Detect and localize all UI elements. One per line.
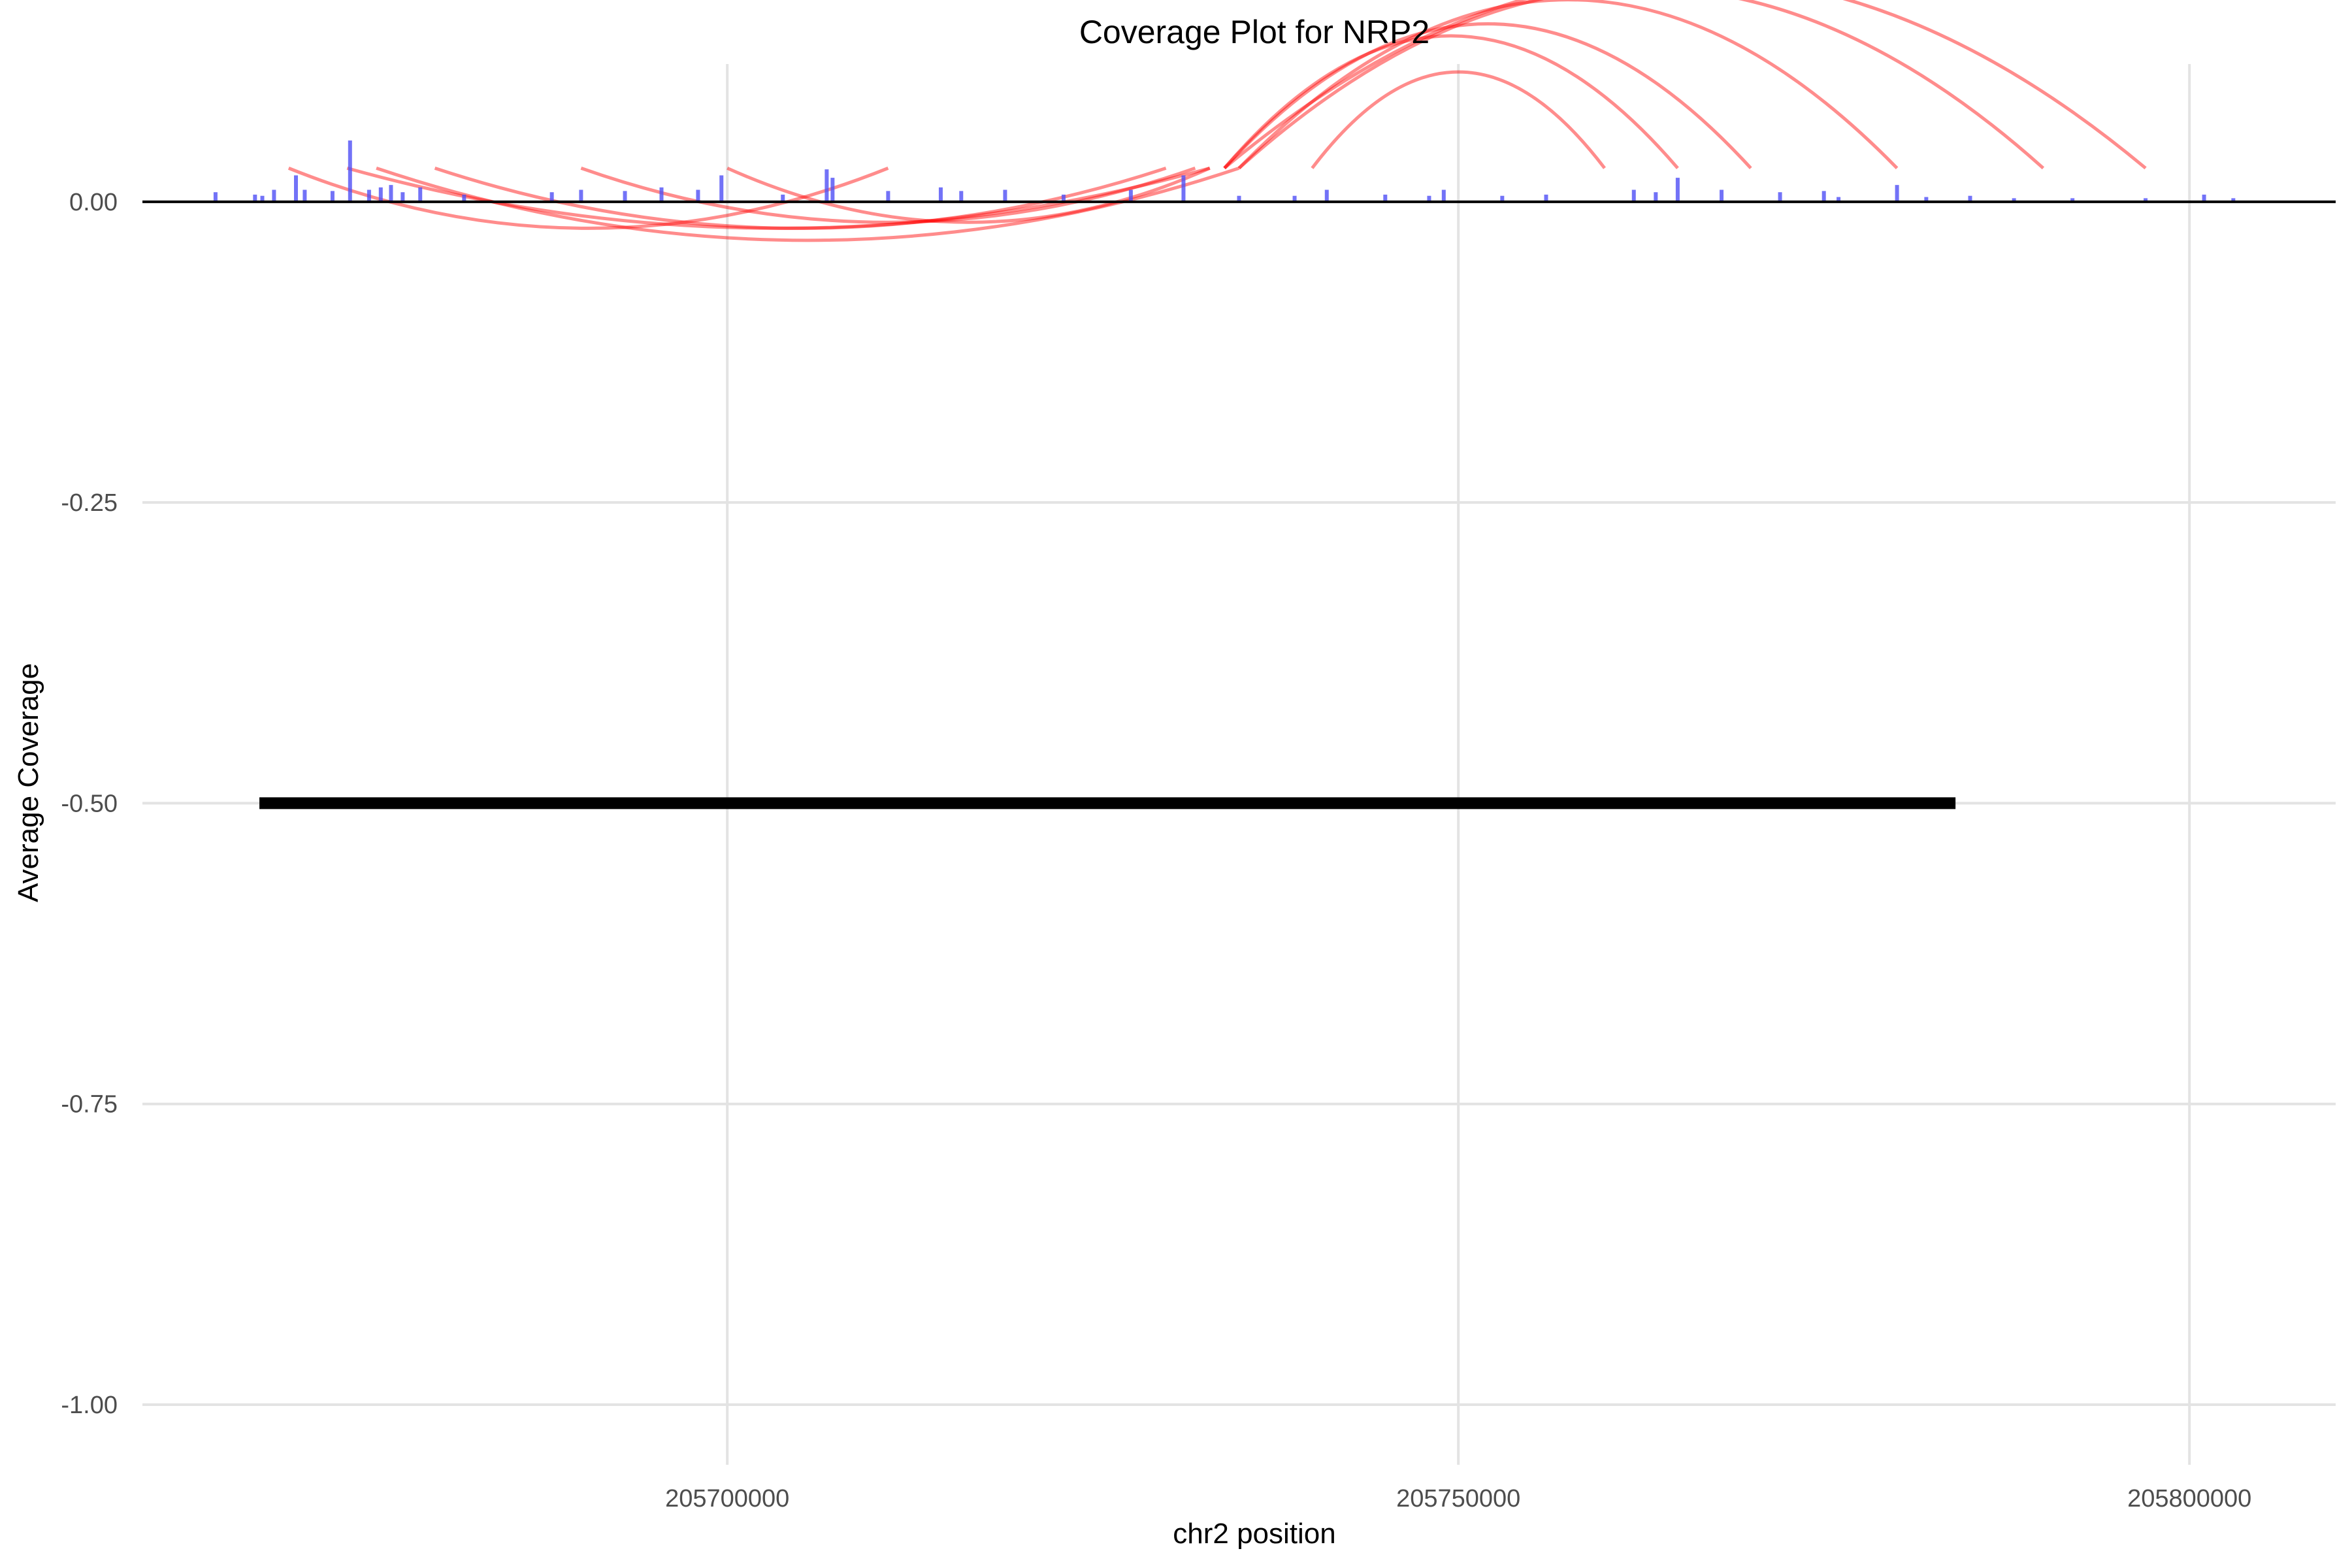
- coverage-bar: [348, 140, 352, 202]
- coverage-bar: [253, 194, 257, 202]
- chart-title: Coverage Plot for NRP2: [1079, 14, 1429, 50]
- junction-arc: [1237, 0, 2045, 170]
- coverage-bar: [579, 189, 583, 202]
- coverage-bar: [330, 191, 335, 202]
- coverage-bar: [293, 175, 298, 202]
- junction-arc: [727, 167, 1211, 224]
- coverage-bar: [367, 189, 371, 202]
- coverage-bar: [1895, 185, 1899, 202]
- coverage-bar: [959, 191, 964, 202]
- y-tick-label: -0.25: [61, 489, 118, 517]
- coverage-bar: [938, 187, 943, 202]
- y-axis-title: Average Coverage: [12, 663, 44, 902]
- junction-arc: [1223, 34, 1679, 170]
- coverage-bar: [623, 191, 627, 202]
- coverage-bar: [389, 185, 393, 202]
- coverage-bar: [1441, 189, 1446, 202]
- grid: [142, 64, 2336, 1465]
- coverage-bar: [549, 192, 554, 202]
- coverage-bar: [719, 175, 724, 202]
- coverage-bar: [2231, 198, 2236, 202]
- coverage-bar: [1968, 195, 1972, 202]
- junction-arc: [287, 167, 889, 230]
- junction-arc: [434, 166, 1167, 230]
- coverage-bar: [1003, 189, 1007, 202]
- coverage-bar: [378, 187, 383, 202]
- junction-arc: [1311, 70, 1606, 169]
- reference-lines: [142, 200, 2336, 809]
- coverage-bar: [2144, 198, 2148, 202]
- coverage-bar: [1778, 192, 1782, 202]
- x-tick-label: 205800000: [2127, 1485, 2251, 1512]
- coverage-bar: [400, 192, 405, 202]
- junction-arc: [1237, 0, 1899, 170]
- coverage-bar: [825, 169, 829, 202]
- coverage-bar: [1181, 175, 1186, 202]
- coverage-bars: [213, 140, 2236, 202]
- coverage-bar: [1128, 189, 1133, 202]
- coverage-bar: [2070, 198, 2075, 202]
- coverage-bar: [1292, 195, 1297, 202]
- coverage-bar: [1544, 194, 1548, 202]
- coverage-bar: [1061, 194, 1066, 202]
- coverage-bar: [302, 189, 307, 202]
- coverage-bar: [1324, 189, 1329, 202]
- junction-arcs: [287, 0, 2147, 242]
- junction-arc: [580, 167, 1196, 224]
- tick-labels: 205700000 205750000 205800000 0.00 -0.25 -0.5…: [61, 189, 2251, 1512]
- coverage-bar: [1500, 195, 1505, 202]
- y-tick-label: -0.75: [61, 1091, 118, 1119]
- x-tick-label: 205700000: [665, 1485, 789, 1512]
- coverage-bar: [1427, 195, 1431, 202]
- coverage-bar: [1837, 197, 1841, 202]
- coverage-bar: [272, 189, 276, 202]
- coverage-bar: [1675, 178, 1680, 202]
- y-tick-label: -1.00: [61, 1392, 118, 1419]
- coverage-bar: [659, 187, 664, 202]
- y-tick-label: 0.00: [69, 189, 118, 216]
- coverage-bar: [462, 194, 466, 202]
- coverage-bar: [2202, 194, 2206, 202]
- junction-arc: [346, 166, 1211, 230]
- y-tick-label: -0.50: [61, 790, 118, 817]
- x-tick-label: 205750000: [1396, 1485, 1520, 1512]
- junction-arc: [1223, 22, 1752, 170]
- coverage-bar: [2012, 198, 2016, 202]
- coverage-bar: [1821, 191, 1826, 202]
- coverage-bar: [213, 192, 218, 202]
- coverage-bar: [886, 191, 890, 202]
- coverage-bar: [1924, 197, 1929, 202]
- junction-arc: [1223, 0, 2147, 170]
- coverage-bar: [696, 189, 700, 202]
- coverage-bar: [1631, 189, 1636, 202]
- x-axis-title: chr2 position: [1173, 1518, 1335, 1550]
- coverage-bar: [1237, 195, 1241, 202]
- coverage-bar: [260, 195, 265, 202]
- junction-arc: [376, 167, 1240, 242]
- coverage-bar: [1383, 194, 1388, 202]
- coverage-bar: [418, 187, 423, 202]
- coverage-bar: [1654, 192, 1658, 202]
- coverage-bar: [830, 178, 835, 202]
- coverage-bar: [781, 194, 785, 202]
- coverage-bar: [1720, 189, 1724, 202]
